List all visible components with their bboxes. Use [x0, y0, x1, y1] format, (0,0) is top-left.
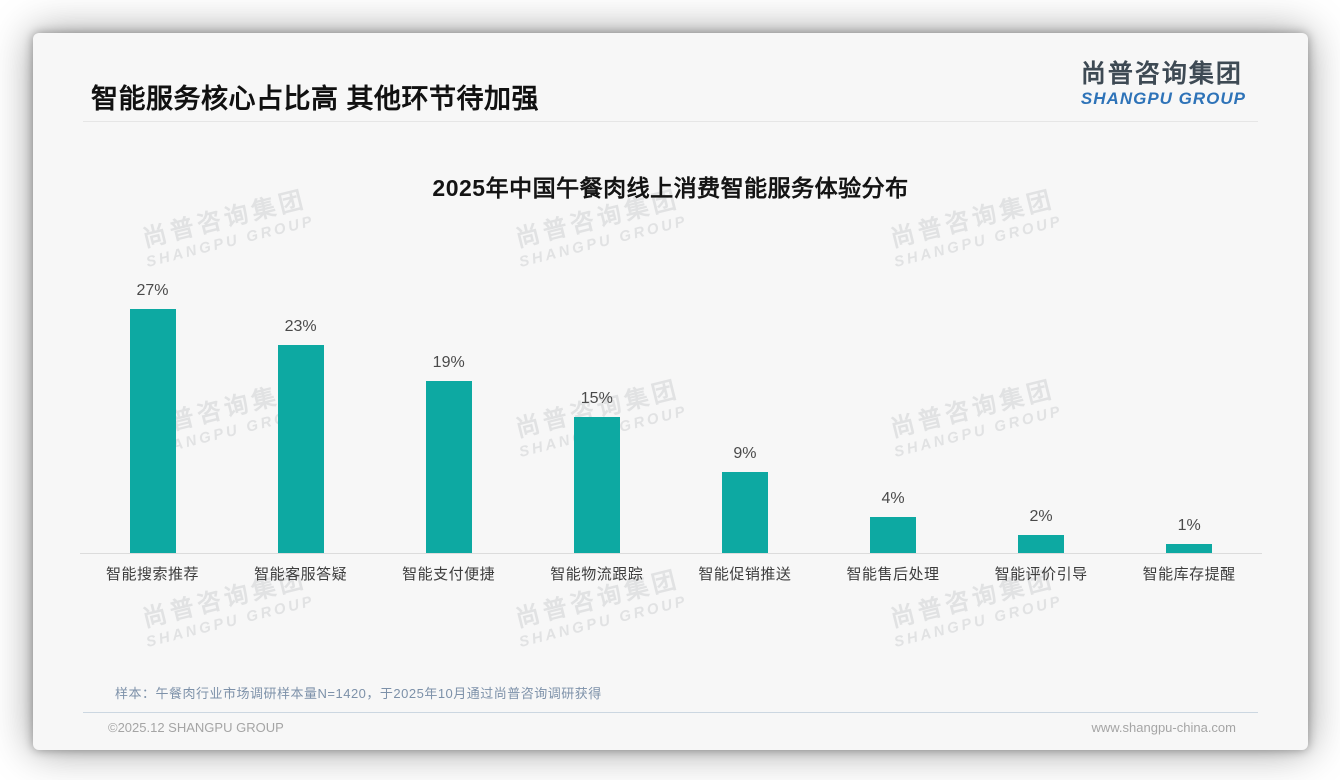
- bar: [1018, 535, 1065, 553]
- bar-category-label: 智能促销推送: [698, 566, 792, 583]
- bar-value-label: 4%: [881, 490, 905, 507]
- sample-note: 样本：午餐肉行业市场调研样本量N=1420，于2025年10月通过尚普咨询调研获…: [115, 686, 602, 701]
- bar-value-label: 1%: [1177, 517, 1201, 534]
- bar-category-label: 智能搜索推荐: [105, 566, 199, 583]
- bar-value-label: 15%: [580, 390, 613, 407]
- report-card: 尚普咨询集团 SHANGPU GROUP 尚普咨询集团 SHANGPU GROUP 尚普…: [33, 33, 1308, 750]
- chart-title: 2025年中国午餐肉线上消费智能服务体验分布: [432, 175, 909, 201]
- bar-category-label: 智能售后处理: [846, 566, 940, 583]
- bar-value-label: 23%: [284, 318, 317, 335]
- page-title: 智能服务核心占比高 其他环节待加强: [91, 84, 540, 114]
- copyright-text: ©2025.12 SHANGPU GROUP: [108, 720, 284, 735]
- bar: [721, 472, 768, 553]
- bar-value-label: 2%: [1029, 508, 1053, 525]
- title-divider: [83, 121, 1258, 122]
- bar: [573, 417, 620, 553]
- bar: [870, 517, 916, 553]
- bar-category-label: 智能支付便捷: [402, 566, 496, 583]
- bar-category-label: 智能评价引导: [994, 566, 1088, 583]
- bar-value-label: 19%: [432, 354, 465, 371]
- bar-category-label: 智能物流跟踪: [550, 566, 644, 583]
- logo-chinese-text: 尚普咨询集团: [1080, 60, 1243, 88]
- bar-value-label: 9%: [733, 445, 757, 462]
- x-axis-line: [80, 553, 1262, 554]
- bar: [129, 309, 176, 553]
- bar: [425, 381, 472, 553]
- logo-english-text: SHANGPU GROUP: [1080, 89, 1246, 108]
- bar: [1166, 544, 1213, 553]
- bar-category-label: 智能库存提醒: [1142, 566, 1236, 583]
- footer-divider: [83, 712, 1258, 713]
- bar-value-label: 27%: [136, 282, 169, 299]
- company-logo: 尚普咨询集团 SHANGPU GROUP: [1081, 59, 1246, 109]
- bar-category-label: 智能客服答疑: [254, 566, 348, 583]
- website-url: www.shangpu-china.com: [1091, 720, 1236, 735]
- bar: [277, 345, 324, 553]
- bar-chart: 27% 智能搜索推荐 23% 智能客服答疑 19% 智能支付便捷 15% 智能物流跟踪 9% 智能…: [33, 33, 1308, 750]
